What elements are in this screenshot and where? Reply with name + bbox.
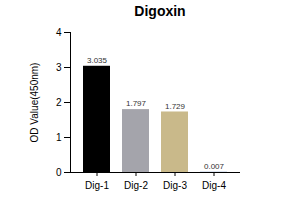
- svg-text:2: 2: [56, 97, 62, 108]
- svg-text:OD Value(450nm): OD Value(450nm): [29, 63, 40, 143]
- svg-text:3.035: 3.035: [87, 56, 108, 65]
- svg-text:1.797: 1.797: [126, 99, 147, 108]
- svg-text:1: 1: [56, 132, 62, 143]
- svg-text:Dig-1: Dig-1: [85, 180, 109, 191]
- svg-text:4: 4: [56, 27, 62, 38]
- svg-text:0: 0: [56, 167, 62, 178]
- html-text:Digoxin: Digoxin: [134, 3, 186, 19]
- svg-text:0.007: 0.007: [204, 162, 225, 171]
- svg-text:3: 3: [56, 62, 62, 73]
- svg-text:Dig-4: Dig-4: [202, 180, 226, 191]
- svg-text:Dig-2: Dig-2: [124, 180, 148, 191]
- svg-text:Dig-3: Dig-3: [163, 180, 187, 191]
- svg-text:1.729: 1.729: [165, 102, 186, 111]
